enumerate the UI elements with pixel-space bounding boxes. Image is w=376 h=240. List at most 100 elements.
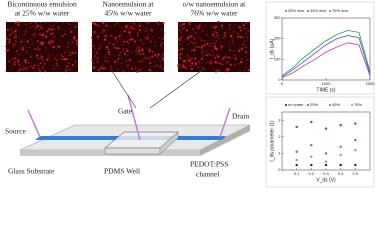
gate-label: Gate — [118, 107, 133, 116]
speckle — [234, 57, 237, 60]
speckle — [186, 37, 189, 40]
speckle — [183, 27, 186, 30]
speckle — [187, 39, 189, 41]
point — [324, 160, 328, 163]
legend-entry: no water — [288, 102, 304, 107]
speckle — [62, 22, 64, 25]
speckle — [126, 41, 129, 43]
speckle — [220, 41, 222, 43]
speckle — [15, 32, 17, 34]
speckle — [177, 65, 180, 68]
speckle — [17, 70, 20, 73]
speckle — [126, 48, 128, 50]
speckle — [31, 33, 33, 36]
speckle — [66, 65, 69, 68]
speckle — [97, 24, 100, 27]
speckle — [128, 60, 130, 62]
speckle — [153, 35, 155, 37]
speckle — [70, 61, 72, 63]
speckle — [120, 62, 123, 65]
x-tick-label: 0.2 — [309, 171, 315, 176]
speckle — [245, 22, 247, 24]
speckle — [110, 57, 112, 58]
series-line — [281, 35, 371, 78]
speckle — [214, 56, 217, 59]
speckle — [43, 42, 45, 44]
x-tick-label: 0.3 — [323, 171, 329, 176]
speckle — [24, 32, 27, 35]
x-axis-label: V_ds (V) — [316, 177, 336, 183]
speckle — [52, 25, 55, 27]
speckle — [25, 38, 27, 41]
speckle — [216, 54, 218, 56]
speckle — [148, 68, 151, 72]
speckle — [216, 69, 219, 72]
speckle — [190, 35, 193, 38]
speckle — [136, 32, 139, 35]
speckle — [162, 56, 165, 59]
speckle — [148, 58, 151, 60]
speckle — [239, 35, 242, 39]
speckle — [154, 53, 157, 56]
speckle — [132, 49, 134, 51]
speckle — [11, 31, 14, 34]
speckle — [40, 33, 42, 36]
speckle — [153, 65, 156, 68]
speckle — [96, 56, 99, 59]
speckle — [141, 60, 144, 63]
speckle — [106, 56, 108, 58]
speckle — [234, 24, 236, 25]
speckle — [130, 67, 133, 70]
x-axis-label: TIME (s) — [316, 87, 335, 93]
speckle — [46, 30, 49, 33]
pdms-side — [159, 131, 179, 155]
speckle — [91, 42, 94, 45]
speckle — [67, 42, 70, 44]
speckle — [135, 54, 137, 56]
speckle — [115, 31, 117, 33]
speckle — [49, 40, 51, 42]
point — [324, 152, 328, 155]
speckle — [221, 24, 224, 27]
speckle — [213, 30, 217, 33]
point — [339, 153, 342, 157]
speckle — [68, 23, 71, 26]
speckle — [67, 49, 69, 52]
speckle — [245, 51, 247, 54]
speckle — [19, 47, 22, 50]
speckle — [194, 62, 198, 66]
speckle — [217, 36, 220, 39]
legend-swatch — [307, 104, 309, 106]
speckle — [60, 54, 63, 56]
speckle — [161, 53, 164, 55]
speckle — [52, 45, 55, 49]
speckle — [104, 21, 106, 23]
speckle — [102, 21, 105, 24]
speckle — [183, 22, 186, 26]
point — [310, 155, 313, 158]
speckle — [197, 66, 199, 69]
speckle — [40, 27, 44, 30]
speckle — [65, 51, 67, 53]
speckle — [8, 38, 11, 41]
speckle — [220, 63, 222, 65]
speckle — [121, 33, 123, 35]
speckle — [57, 26, 60, 29]
speckle — [39, 43, 41, 45]
speckle — [226, 54, 228, 56]
speckle — [14, 40, 17, 43]
speckle — [246, 27, 248, 29]
speckle — [161, 64, 163, 66]
speckle — [34, 32, 36, 34]
speckle — [68, 27, 70, 29]
speckle — [62, 56, 64, 58]
speckle — [221, 63, 224, 66]
speckle — [39, 53, 42, 56]
point — [339, 145, 342, 148]
speckle — [186, 57, 188, 59]
speckle — [187, 56, 189, 58]
point — [310, 120, 313, 124]
speckle — [69, 54, 71, 57]
speckle — [160, 63, 162, 65]
